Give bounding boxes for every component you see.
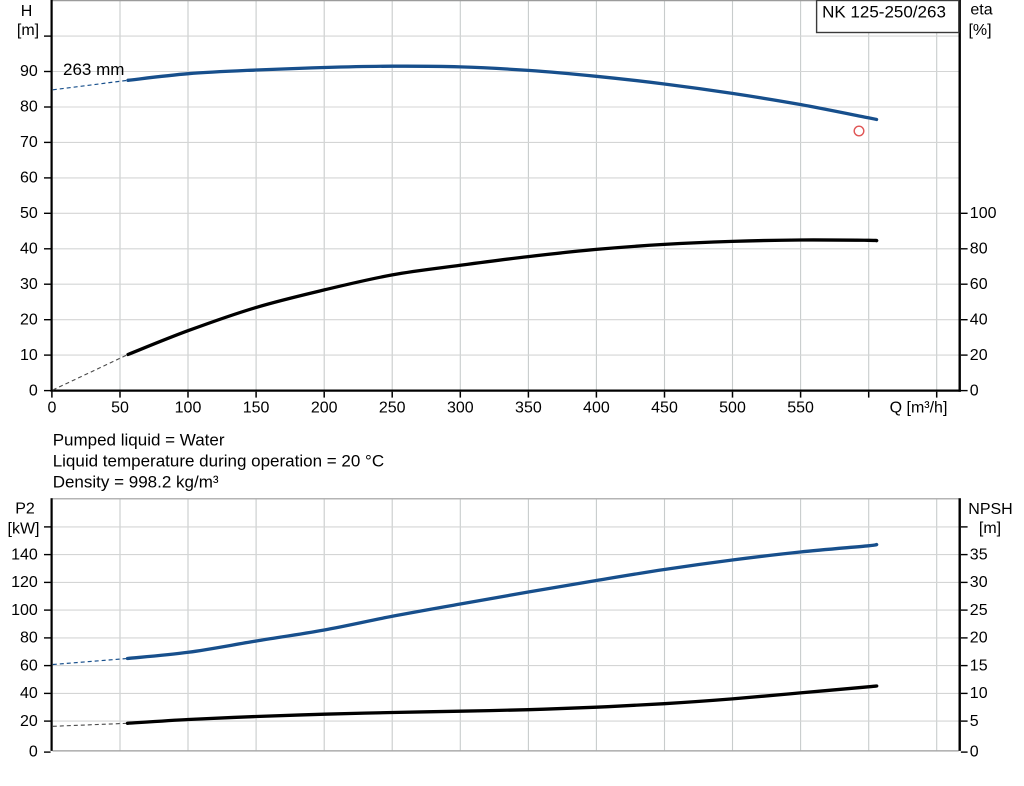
svg-text:0: 0 [47, 400, 56, 417]
svg-text:120: 120 [11, 574, 38, 591]
svg-text:35: 35 [970, 546, 988, 563]
svg-text:300: 300 [447, 400, 474, 417]
svg-text:90: 90 [20, 63, 38, 80]
svg-text:50: 50 [20, 205, 38, 222]
svg-text:40: 40 [20, 685, 38, 702]
svg-text:Q [m³/h]: Q [m³/h] [890, 400, 948, 417]
svg-text:5: 5 [970, 713, 979, 730]
svg-text:10: 10 [20, 347, 38, 364]
svg-text:H: H [21, 3, 33, 20]
svg-text:NPSH: NPSH [968, 501, 1012, 518]
svg-text:60: 60 [970, 276, 988, 293]
svg-text:0: 0 [970, 382, 979, 399]
svg-text:20: 20 [20, 713, 38, 730]
svg-text:50: 50 [111, 400, 129, 417]
svg-text:[m]: [m] [17, 22, 39, 39]
svg-text:20: 20 [970, 630, 988, 647]
svg-text:80: 80 [970, 241, 988, 258]
svg-text:500: 500 [719, 400, 746, 417]
svg-text:80: 80 [20, 99, 38, 116]
svg-text:20: 20 [970, 347, 988, 364]
svg-text:450: 450 [651, 400, 678, 417]
svg-text:100: 100 [970, 205, 997, 222]
svg-text:100: 100 [175, 400, 202, 417]
svg-text:15: 15 [970, 657, 988, 674]
svg-text:0: 0 [29, 382, 38, 399]
svg-text:60: 60 [20, 657, 38, 674]
svg-text:80: 80 [20, 630, 38, 647]
svg-text:263 mm: 263 mm [63, 60, 124, 79]
svg-text:NK 125-250/263: NK 125-250/263 [822, 3, 946, 22]
svg-text:400: 400 [583, 400, 610, 417]
svg-text:550: 550 [787, 400, 814, 417]
svg-text:350: 350 [515, 400, 542, 417]
svg-text:Liquid temperature during oper: Liquid temperature during operation = 20… [53, 452, 384, 471]
svg-text:[%]: [%] [968, 22, 991, 39]
svg-text:140: 140 [11, 546, 38, 563]
svg-text:Density = 998.2 kg/m³: Density = 998.2 kg/m³ [53, 472, 219, 491]
svg-text:Pumped liquid = Water: Pumped liquid = Water [53, 430, 225, 449]
svg-text:150: 150 [243, 400, 270, 417]
svg-text:200: 200 [311, 400, 338, 417]
svg-text:100: 100 [11, 602, 38, 619]
svg-text:0: 0 [29, 743, 38, 760]
svg-text:70: 70 [20, 134, 38, 151]
svg-text:eta: eta [970, 2, 992, 19]
svg-text:40: 40 [20, 241, 38, 258]
svg-text:40: 40 [970, 311, 988, 328]
svg-text:250: 250 [379, 400, 406, 417]
svg-text:25: 25 [970, 602, 988, 619]
svg-text:P2: P2 [15, 500, 35, 517]
svg-text:30: 30 [20, 276, 38, 293]
svg-text:[kW]: [kW] [8, 520, 40, 537]
svg-text:20: 20 [20, 311, 38, 328]
svg-text:10: 10 [970, 685, 988, 702]
svg-text:30: 30 [970, 574, 988, 591]
svg-text:[m]: [m] [979, 520, 1001, 537]
svg-text:0: 0 [970, 743, 979, 760]
svg-text:60: 60 [20, 170, 38, 187]
